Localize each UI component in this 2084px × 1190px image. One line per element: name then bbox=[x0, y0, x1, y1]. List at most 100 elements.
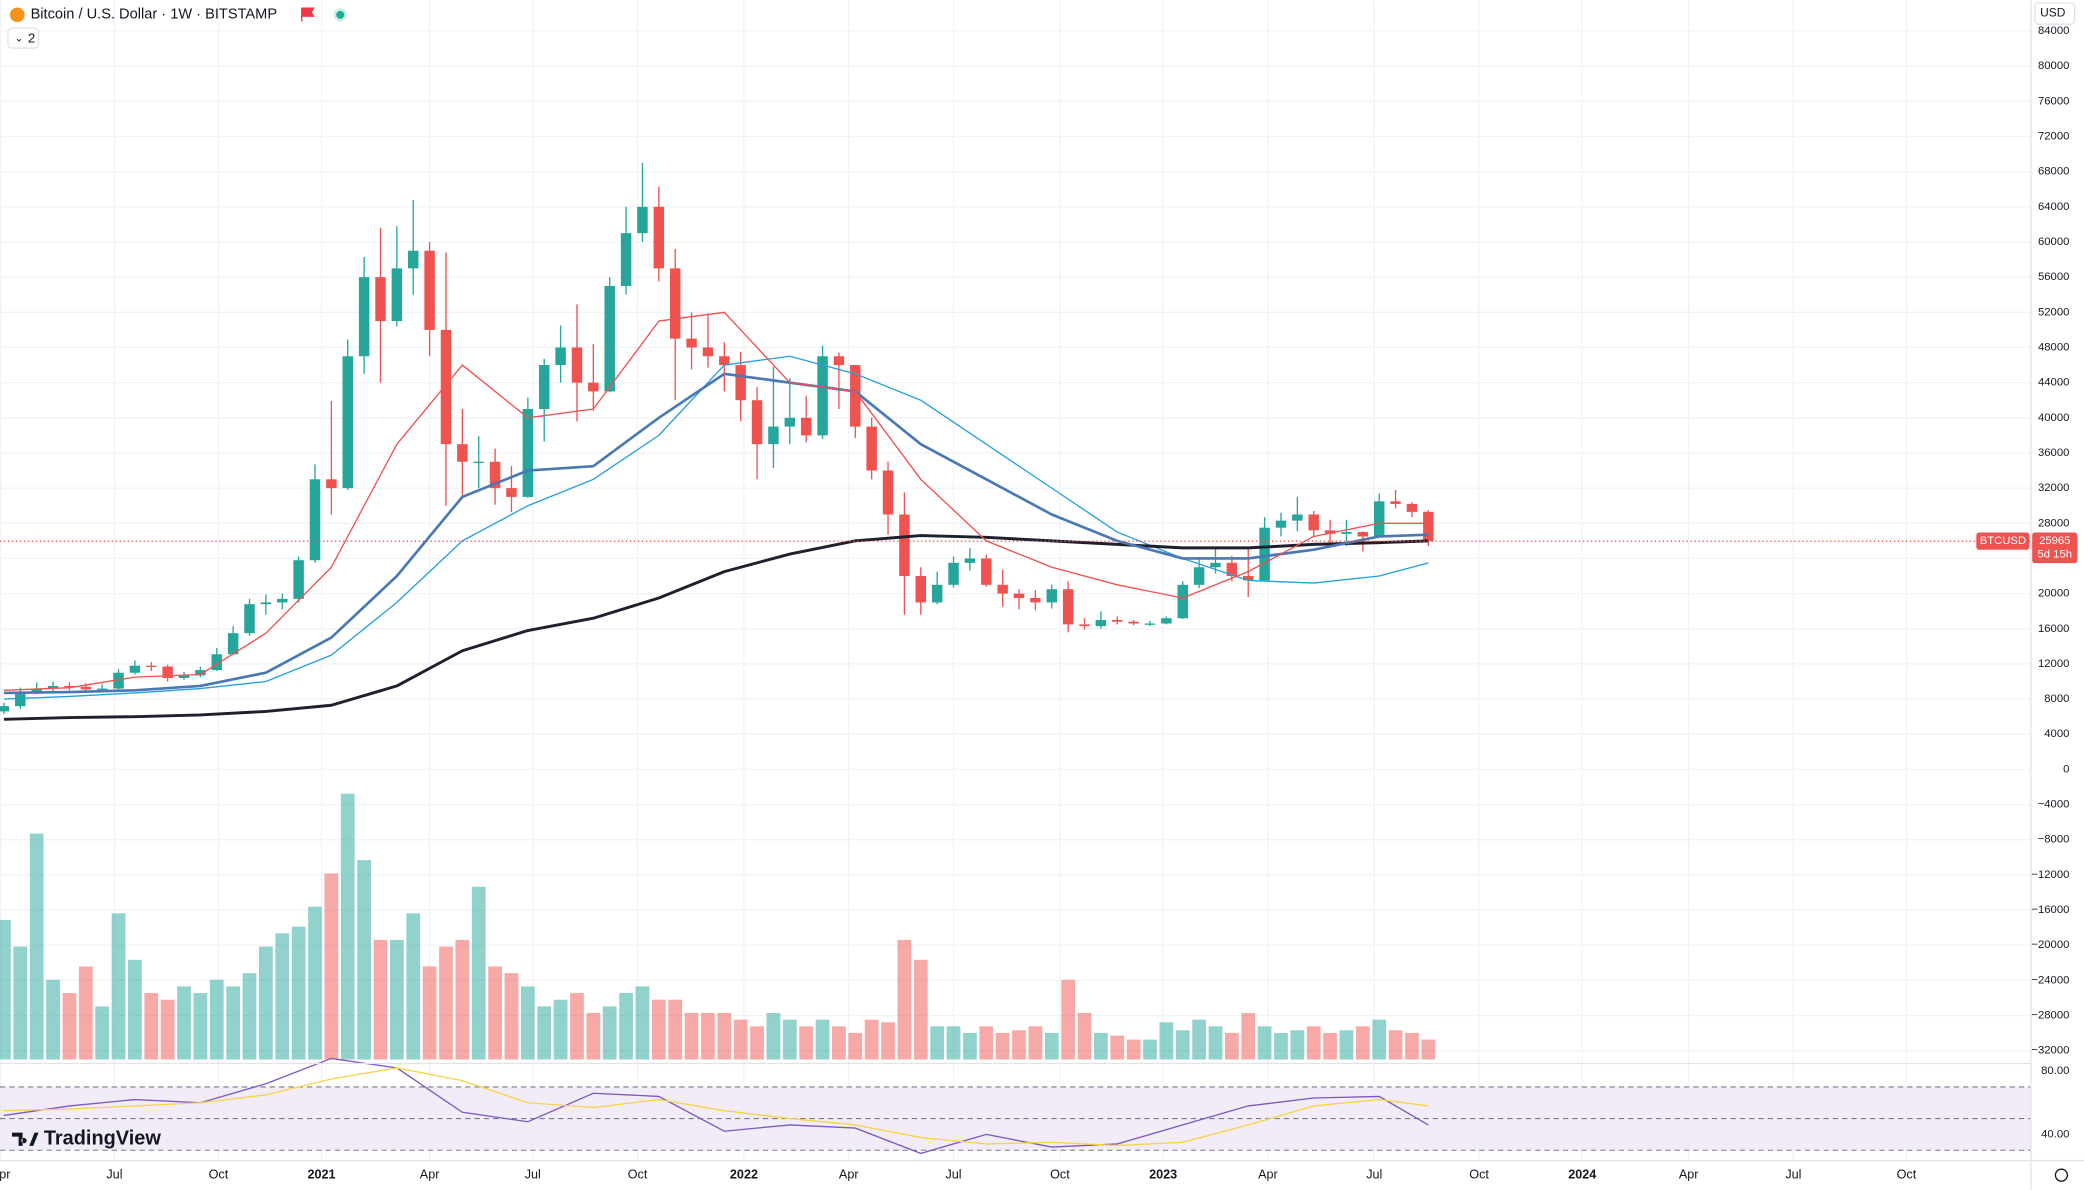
candle-body bbox=[473, 461, 484, 464]
candle-body bbox=[424, 250, 435, 330]
volume-bar bbox=[537, 1006, 552, 1060]
volume-bar bbox=[832, 1026, 846, 1060]
candle-body bbox=[1292, 514, 1303, 521]
volume-bar bbox=[1061, 979, 1076, 1060]
y-tick-label: 28000 bbox=[2038, 517, 2069, 529]
y-tick-label: 76000 bbox=[2038, 95, 2069, 107]
rsi-line bbox=[3, 1067, 1429, 1147]
candle-body bbox=[113, 672, 124, 689]
candle-body bbox=[1112, 619, 1123, 622]
x-tick-label: Apr bbox=[839, 1167, 859, 1181]
rsi-line bbox=[3, 1057, 1429, 1155]
volume-bar bbox=[553, 999, 568, 1060]
volume-bar bbox=[275, 933, 290, 1060]
volume-bar bbox=[946, 1026, 961, 1060]
candle-body bbox=[1259, 527, 1270, 581]
volume-bar bbox=[799, 1026, 814, 1060]
candle-body bbox=[555, 347, 566, 366]
symbol-title: Bitcoin / U.S. Dollar · 1W · BITSTAMP bbox=[31, 7, 278, 23]
brand: TradingView bbox=[44, 1128, 161, 1150]
volume-bar bbox=[717, 1012, 732, 1060]
volume-bar bbox=[1372, 1019, 1387, 1060]
volume-bar bbox=[1094, 1032, 1108, 1060]
volume-bar bbox=[1290, 1030, 1305, 1060]
volume-bar bbox=[1306, 1026, 1321, 1060]
candle-body bbox=[866, 426, 877, 471]
candle-body bbox=[80, 686, 92, 690]
volume-bar bbox=[242, 973, 257, 1060]
candle-body bbox=[408, 250, 419, 269]
candle-body bbox=[948, 562, 959, 585]
x-tick-label: Jul bbox=[525, 1167, 541, 1181]
volume-bar bbox=[979, 1026, 994, 1060]
y-tick-label: 40000 bbox=[2038, 412, 2069, 424]
volume-bar bbox=[520, 986, 535, 1060]
y-tick-label: 16000 bbox=[2038, 623, 2069, 635]
candle-body bbox=[784, 417, 796, 427]
candle-body bbox=[588, 382, 599, 392]
x-tick-label: Apr bbox=[0, 1167, 10, 1181]
candle-body bbox=[964, 558, 976, 563]
candle-body bbox=[146, 665, 157, 668]
volume-bar bbox=[1077, 1012, 1092, 1060]
candle-body bbox=[47, 685, 59, 689]
candle-body bbox=[489, 461, 501, 489]
candle-body bbox=[31, 688, 42, 693]
volume-bar bbox=[291, 926, 306, 1060]
volume-bar bbox=[1257, 1026, 1272, 1060]
ticker-tag bbox=[1976, 532, 2030, 550]
volume-bar bbox=[1405, 1032, 1419, 1060]
ticker-label: BTCUSD bbox=[1980, 535, 2026, 547]
x-tick-label: Jul bbox=[945, 1167, 961, 1181]
flag-icon bbox=[301, 7, 315, 22]
y-tick-label: 56000 bbox=[2038, 271, 2069, 283]
volume-bar bbox=[488, 966, 502, 1060]
candle-body bbox=[1423, 511, 1434, 542]
rsi-tick-label: 80.00 bbox=[2041, 1065, 2069, 1077]
candle-body bbox=[719, 356, 730, 366]
candle-body bbox=[620, 233, 632, 286]
candle-body bbox=[1341, 532, 1352, 534]
y-tick-label: −4000 bbox=[2038, 799, 2070, 811]
y-tick-label: −24000 bbox=[2031, 974, 2069, 986]
x-tick-label: Oct bbox=[628, 1167, 648, 1181]
x-tick-label: 2024 bbox=[1568, 1167, 1596, 1181]
candle-body bbox=[833, 356, 845, 366]
moving-average bbox=[3, 534, 1429, 721]
volume-bar bbox=[324, 873, 339, 1060]
candle-body bbox=[506, 488, 517, 497]
candle-body bbox=[293, 560, 304, 599]
y-tick-label: 4000 bbox=[2044, 728, 2069, 740]
candle-body bbox=[1242, 576, 1254, 581]
candle-body bbox=[735, 365, 746, 401]
moving-average bbox=[3, 372, 1429, 695]
volume-bar bbox=[1143, 1039, 1157, 1060]
candle-body bbox=[669, 268, 681, 339]
candle-body bbox=[1357, 532, 1369, 537]
x-tick-label: Oct bbox=[1469, 1167, 1489, 1181]
candle-body bbox=[1226, 562, 1238, 577]
candle-body bbox=[817, 356, 828, 436]
candle-body bbox=[0, 706, 10, 712]
volume-bar bbox=[1028, 1026, 1043, 1060]
volume-bar bbox=[1241, 1012, 1256, 1060]
candle-body bbox=[1095, 619, 1107, 627]
volume-bar bbox=[455, 939, 470, 1060]
currency-button[interactable] bbox=[2034, 2, 2076, 25]
indicators-toggle[interactable] bbox=[7, 27, 40, 49]
currency[interactable]: USD bbox=[2040, 6, 2066, 20]
volume-bar bbox=[62, 993, 77, 1060]
indicators-count[interactable]: 2 bbox=[28, 30, 35, 45]
candle-body bbox=[1390, 501, 1401, 504]
settings-icon[interactable] bbox=[2054, 1168, 2069, 1182]
candle-body bbox=[277, 598, 288, 603]
brand-logo: TradingView bbox=[11, 1128, 161, 1150]
candle-body bbox=[522, 409, 534, 497]
x-tick-label: Oct bbox=[1050, 1167, 1070, 1181]
x-tick-label: Oct bbox=[1897, 1167, 1917, 1181]
volume-bar bbox=[422, 966, 437, 1060]
volume-bar bbox=[963, 1032, 977, 1060]
volume-bar bbox=[602, 1006, 617, 1060]
volume-bar bbox=[471, 886, 486, 1060]
